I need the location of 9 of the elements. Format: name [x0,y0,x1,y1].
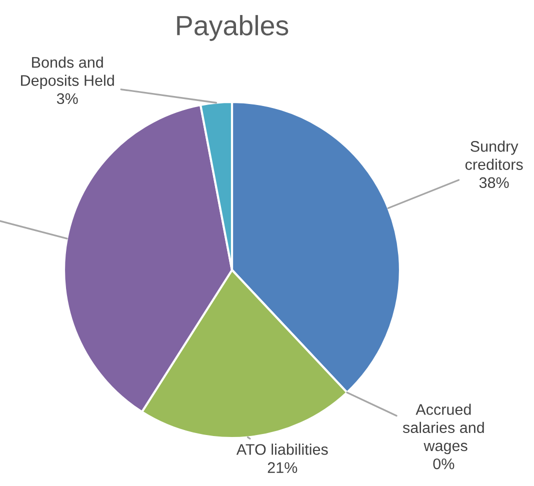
data-label: 21% [268,462,298,473]
slice-label: Sundry creditors [465,140,523,170]
data-label: 38% [479,177,509,188]
slice-label: ATO liabilities [236,444,328,455]
data-label: 3% [56,93,78,104]
text: 0% [433,458,454,470]
legend-label: Accrued salaries and wages [402,404,484,454]
chart-title: Payables [177,15,288,41]
slice-label: Bonds and Deposits Held [21,56,114,89]
